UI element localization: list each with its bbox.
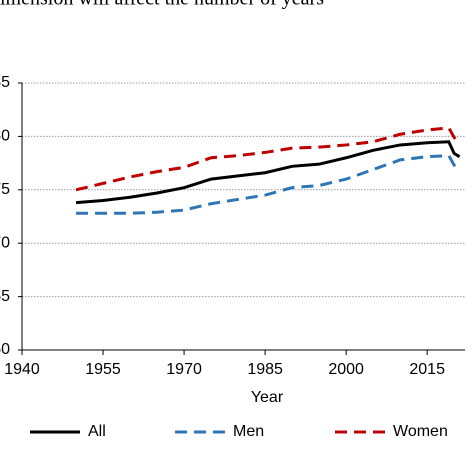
y-tick-label: 65 — [0, 288, 10, 305]
line-series — [75, 140, 461, 205]
x-tick-label: 1940 — [4, 361, 40, 378]
y-tick-label: 70 — [0, 234, 10, 251]
line-series — [75, 126, 461, 192]
x-tick-label: 1955 — [85, 361, 121, 378]
legend-label: Men — [233, 423, 264, 440]
line-series — [76, 154, 461, 215]
legend-label: All — [88, 423, 106, 440]
y-tick-label: 80 — [0, 128, 10, 145]
x-tick-label: 2015 — [409, 361, 445, 378]
x-tick-label: 1985 — [247, 361, 283, 378]
x-tick-label: 1970 — [166, 361, 202, 378]
legend-label: Women — [393, 423, 448, 440]
annotation: dimension will affect the number of year… — [0, 0, 324, 10]
y-tick-label: 60 — [0, 341, 10, 358]
x-axis-label: Year — [251, 389, 284, 406]
y-tick-label: 85 — [0, 74, 10, 91]
y-tick-label: 75 — [0, 181, 10, 198]
x-tick-label: 2000 — [328, 361, 364, 378]
